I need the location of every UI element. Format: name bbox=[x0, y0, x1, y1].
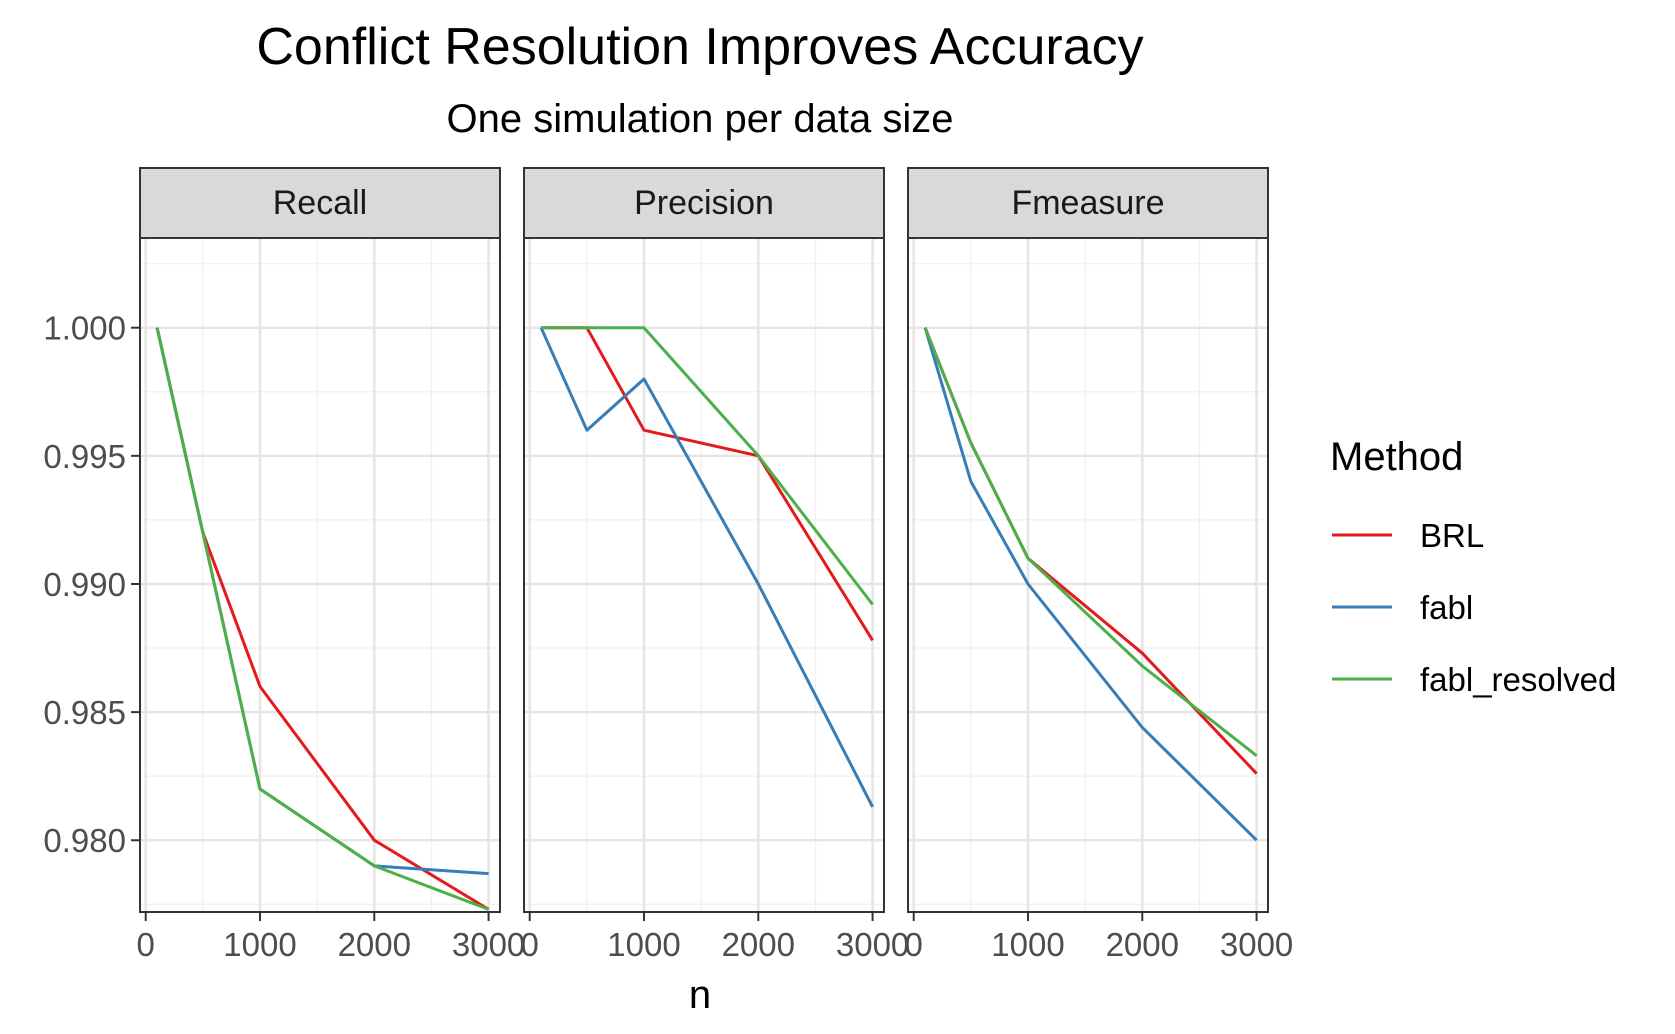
legend-label: fabl_resolved bbox=[1420, 661, 1616, 698]
panel-border bbox=[907, 237, 1269, 913]
legend: Method BRL fabl fabl_resolved bbox=[1330, 435, 1616, 698]
panel-recall: Recall 0 1000 2000 3000 bbox=[137, 167, 525, 963]
legend-label: BRL bbox=[1420, 517, 1484, 554]
y-tick-label: 0.985 bbox=[43, 694, 126, 731]
x-tick-label: 1000 bbox=[607, 926, 680, 963]
x-tick-label: 0 bbox=[137, 926, 155, 963]
facet-strip bbox=[139, 167, 501, 239]
x-tick-label: 3000 bbox=[452, 926, 525, 963]
x-tick-label: 1000 bbox=[991, 926, 1064, 963]
y-tick-label: 0.995 bbox=[43, 438, 126, 475]
facet-strip-label: Recall bbox=[273, 184, 367, 222]
x-axis-title: n bbox=[689, 973, 711, 1017]
y-axis: 0.980 0.985 0.990 0.995 1.000 bbox=[43, 310, 140, 859]
y-tick-label: 1.000 bbox=[43, 310, 126, 347]
x-tick-label: 2000 bbox=[338, 926, 411, 963]
facet-strip bbox=[523, 167, 885, 239]
x-tick-label: 3000 bbox=[836, 926, 909, 963]
legend-item-fabl: fabl bbox=[1332, 589, 1473, 626]
y-tick-label: 0.990 bbox=[43, 566, 126, 603]
y-tick-label: 0.980 bbox=[43, 822, 126, 859]
legend-label: fabl bbox=[1420, 589, 1473, 626]
legend-item-fabl-resolved: fabl_resolved bbox=[1332, 661, 1616, 698]
series-line-fabl-resolved bbox=[923, 327, 1258, 757]
x-tick-label: 2000 bbox=[722, 926, 795, 963]
facet-strip-label: Fmeasure bbox=[1011, 184, 1164, 222]
series-line-fabl-resolved bbox=[155, 327, 490, 911]
panel-fmeasure: Fmeasure 0 1000 2000 3000 bbox=[905, 167, 1293, 963]
panel-border bbox=[139, 237, 501, 913]
series-line-fabl-resolved bbox=[541, 326, 874, 606]
facet-strip-label: Precision bbox=[634, 184, 774, 222]
x-tick-label: 0 bbox=[905, 926, 923, 963]
panel-border bbox=[523, 237, 885, 913]
facet-strip bbox=[907, 167, 1269, 239]
legend-title: Method bbox=[1330, 435, 1463, 479]
facet-panels: Recall 0 1000 2000 3000 Precision 0 1000 2000 300… bbox=[137, 167, 1293, 963]
panel-background bbox=[140, 238, 500, 912]
series-line-fabl bbox=[539, 327, 874, 808]
legend-item-BRL: BRL bbox=[1332, 517, 1484, 554]
x-tick-label: 1000 bbox=[223, 926, 296, 963]
panel-background bbox=[908, 238, 1268, 912]
chart-subtitle: One simulation per data size bbox=[447, 97, 954, 141]
series-line-fabl bbox=[923, 327, 1258, 842]
x-tick-label: 3000 bbox=[1220, 926, 1293, 963]
panel-precision: Precision 0 1000 2000 3000 bbox=[521, 167, 909, 963]
panel-background bbox=[524, 238, 884, 912]
x-tick-label: 0 bbox=[521, 926, 539, 963]
chart-title: Conflict Resolution Improves Accuracy bbox=[256, 18, 1143, 76]
x-tick-label: 2000 bbox=[1106, 926, 1179, 963]
